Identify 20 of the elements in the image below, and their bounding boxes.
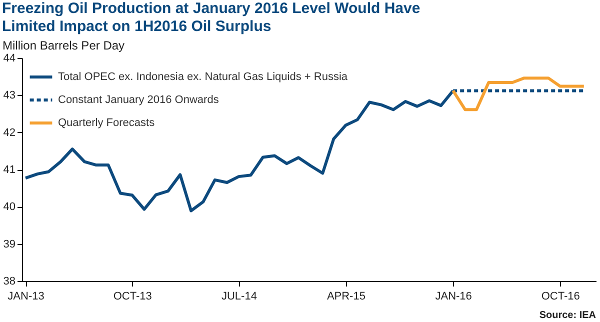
x-tick-label: APR-15 [326,290,366,302]
y-tick-label: 42 [3,126,16,139]
legend-label: Total OPEC ex. Indonesia ex. Natural Gas Liquids + Russia [58,71,348,83]
x-tick-label: OCT-13 [113,290,152,302]
legend-label: Quarterly Forecasts [58,117,156,129]
y-tick-label: 44 [3,52,16,64]
x-tick-label: OCT-16 [541,290,580,302]
y-tick-label: 39 [3,238,16,250]
legend-label: Constant January 2016 Onwards [58,94,220,106]
x-tick-label: JAN-16 [435,290,472,302]
x-tick-label: JUL-14 [221,290,257,302]
x-tick-label: JAN-13 [8,290,44,302]
line-series [452,76,586,112]
source-note: Source: IEA [539,310,596,321]
y-tick-label: 38 [3,276,16,288]
y-tick-label: 40 [3,201,16,214]
chart-title: Freezing Oil Production at January 2016 Level Would Have Limited Impact on 1H2016 Oil Surplus [2,0,420,35]
y-tick-label: 41 [3,164,16,176]
y-tick-label: 43 [3,90,16,102]
y-axis-title: Million Barrels Per Day [2,38,125,52]
